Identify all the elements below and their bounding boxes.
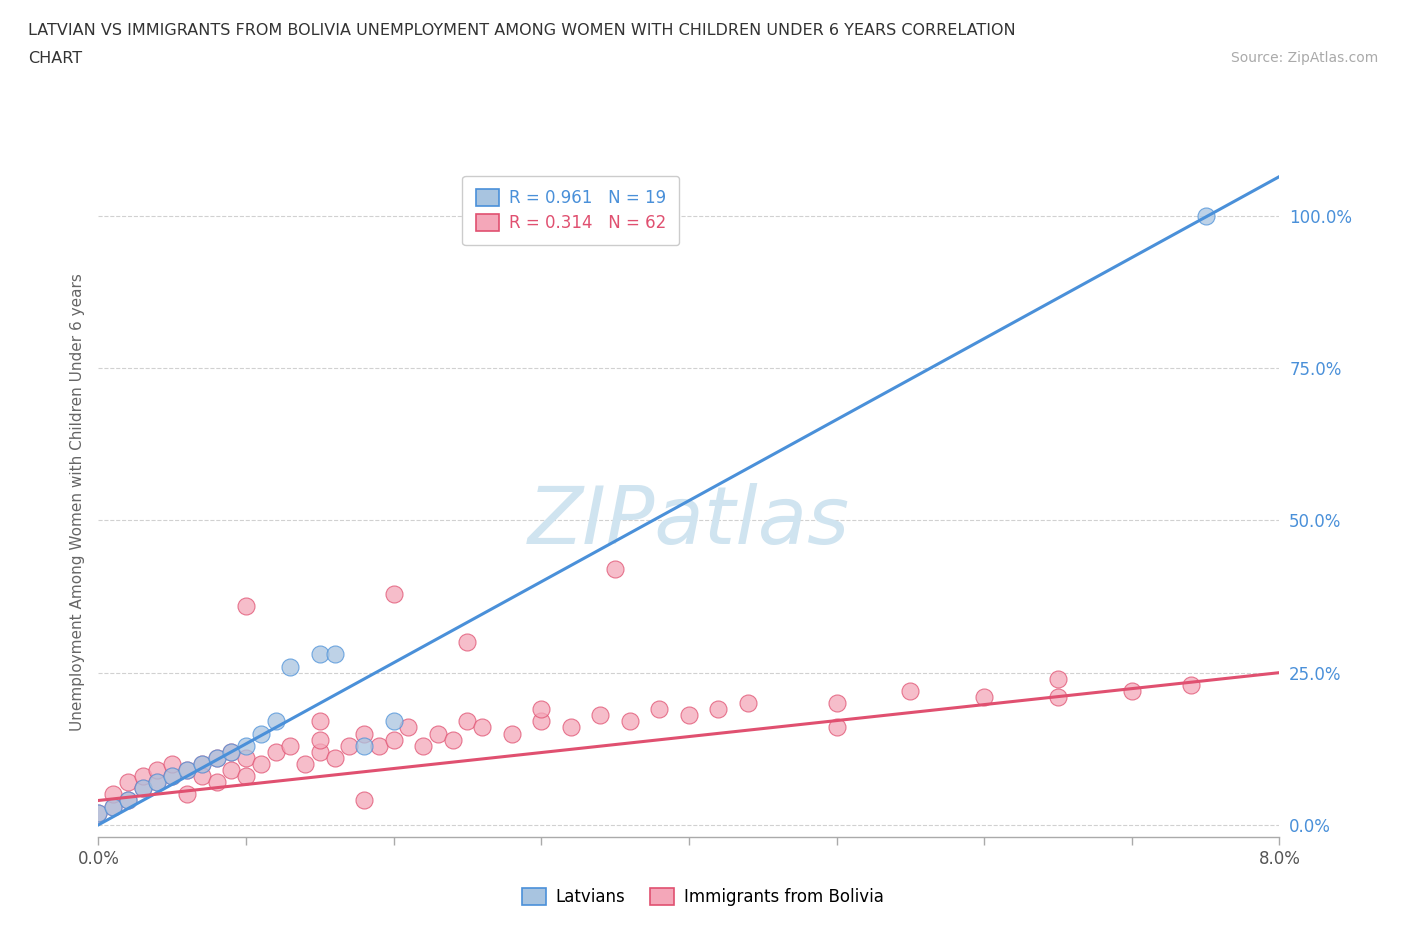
- Point: [353, 738, 375, 753]
- Point: [146, 775, 169, 790]
- Point: [176, 763, 198, 777]
- Point: [396, 720, 419, 735]
- Point: [382, 586, 405, 601]
- Point: [382, 732, 405, 747]
- Point: [382, 714, 405, 729]
- Point: [1121, 684, 1143, 698]
- Point: [219, 744, 242, 759]
- Point: [456, 635, 478, 650]
- Point: [441, 732, 464, 747]
- Point: [737, 696, 759, 711]
- Point: [605, 562, 627, 577]
- Point: [87, 805, 110, 820]
- Point: [235, 769, 257, 784]
- Y-axis label: Unemployment Among Women with Children Under 6 years: Unemployment Among Women with Children U…: [69, 273, 84, 731]
- Text: Source: ZipAtlas.com: Source: ZipAtlas.com: [1230, 51, 1378, 65]
- Point: [1046, 671, 1069, 686]
- Point: [308, 647, 332, 662]
- Point: [308, 744, 332, 759]
- Point: [308, 732, 332, 747]
- Point: [87, 805, 110, 820]
- Point: [191, 756, 214, 771]
- Point: [619, 714, 641, 729]
- Point: [219, 744, 242, 759]
- Point: [1180, 677, 1202, 692]
- Legend: R = 0.961   N = 19, R = 0.314   N = 62: R = 0.961 N = 19, R = 0.314 N = 62: [463, 176, 679, 246]
- Point: [250, 756, 273, 771]
- Point: [367, 738, 389, 753]
- Point: [456, 714, 478, 729]
- Point: [117, 793, 139, 808]
- Point: [501, 726, 523, 741]
- Text: CHART: CHART: [28, 51, 82, 66]
- Point: [353, 726, 375, 741]
- Point: [973, 689, 995, 704]
- Point: [264, 714, 287, 729]
- Point: [205, 775, 228, 790]
- Point: [162, 756, 183, 771]
- Point: [560, 720, 582, 735]
- Point: [648, 702, 671, 717]
- Point: [353, 793, 375, 808]
- Point: [707, 702, 730, 717]
- Point: [412, 738, 434, 753]
- Point: [278, 738, 301, 753]
- Point: [117, 775, 139, 790]
- Point: [191, 756, 214, 771]
- Text: ZIPatlas: ZIPatlas: [527, 484, 851, 562]
- Point: [205, 751, 228, 765]
- Point: [176, 787, 198, 802]
- Point: [278, 659, 301, 674]
- Point: [898, 684, 921, 698]
- Point: [132, 781, 155, 796]
- Point: [678, 708, 700, 723]
- Point: [1194, 208, 1216, 223]
- Point: [103, 799, 124, 814]
- Point: [294, 756, 316, 771]
- Point: [191, 769, 214, 784]
- Point: [103, 799, 124, 814]
- Point: [132, 769, 155, 784]
- Point: [117, 793, 139, 808]
- Point: [146, 763, 169, 777]
- Point: [323, 751, 346, 765]
- Point: [235, 738, 257, 753]
- Point: [825, 696, 848, 711]
- Point: [146, 775, 169, 790]
- Point: [132, 781, 155, 796]
- Point: [103, 787, 124, 802]
- Point: [471, 720, 494, 735]
- Point: [162, 769, 183, 784]
- Point: [264, 744, 287, 759]
- Point: [426, 726, 449, 741]
- Point: [825, 720, 848, 735]
- Point: [219, 763, 242, 777]
- Point: [530, 702, 553, 717]
- Text: LATVIAN VS IMMIGRANTS FROM BOLIVIA UNEMPLOYMENT AMONG WOMEN WITH CHILDREN UNDER : LATVIAN VS IMMIGRANTS FROM BOLIVIA UNEMP…: [28, 23, 1015, 38]
- Point: [250, 726, 273, 741]
- Legend: Latvians, Immigrants from Bolivia: Latvians, Immigrants from Bolivia: [516, 881, 890, 912]
- Point: [176, 763, 198, 777]
- Point: [589, 708, 612, 723]
- Point: [205, 751, 228, 765]
- Point: [235, 598, 257, 613]
- Point: [162, 769, 183, 784]
- Point: [530, 714, 553, 729]
- Point: [1046, 689, 1069, 704]
- Point: [337, 738, 360, 753]
- Point: [308, 714, 332, 729]
- Point: [235, 751, 257, 765]
- Point: [323, 647, 346, 662]
